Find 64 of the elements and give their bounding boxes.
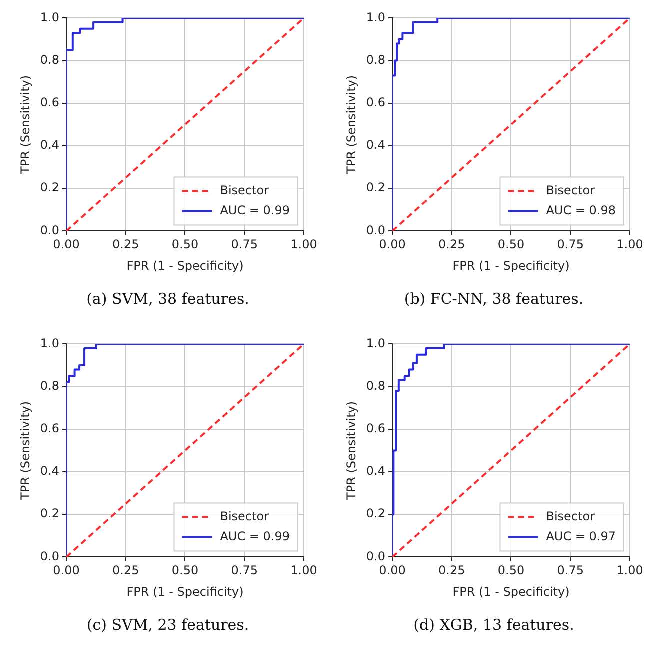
text: (c) SVM, 23 features. bbox=[86, 616, 250, 634]
legend-label: Bisector bbox=[546, 183, 595, 198]
y-tick-label: 0.4 bbox=[366, 464, 385, 478]
y-tick-label: 0.8 bbox=[40, 52, 59, 67]
y-tick-label: 0.0 bbox=[366, 549, 385, 564]
y-axis-title: TPR (Sensitivity) bbox=[18, 75, 32, 175]
y-tick-label: 0.6 bbox=[366, 422, 385, 436]
legend-label: AUC = 0.99 bbox=[220, 529, 290, 544]
y-tick-label: 0.0 bbox=[40, 223, 59, 238]
x-tick-label: 0.50 bbox=[171, 238, 198, 252]
legend-label: AUC = 0.98 bbox=[546, 203, 616, 218]
y-tick-label: 1.0 bbox=[40, 336, 59, 350]
x-tick-label: 0.25 bbox=[438, 238, 465, 252]
x-tick-label: 0.25 bbox=[438, 564, 465, 578]
y-tick-label: 0.2 bbox=[366, 180, 385, 195]
y-tick-label: 1.0 bbox=[366, 336, 385, 350]
x-axis-title: FPR (1 - Specificity) bbox=[452, 258, 570, 273]
y-tick-label: 0.8 bbox=[366, 52, 385, 67]
x-tick-label: 0.75 bbox=[556, 238, 584, 252]
x-axis-title: FPR (1 - Specificity) bbox=[452, 584, 570, 599]
legend-label: AUC = 0.99 bbox=[220, 203, 290, 218]
y-axis-title: TPR (Sensitivity) bbox=[18, 401, 32, 501]
x-tick-label: 0.25 bbox=[112, 238, 139, 252]
x-tick-label: 0.00 bbox=[52, 564, 80, 578]
legend-label: Bisector bbox=[546, 509, 595, 524]
x-axis-title: FPR (1 - Specificity) bbox=[126, 584, 244, 599]
y-tick-label: 0.6 bbox=[40, 422, 59, 436]
y-tick-label: 0.8 bbox=[366, 378, 385, 393]
x-tick-label: 1.00 bbox=[616, 564, 643, 578]
y-tick-label: 0.0 bbox=[40, 549, 59, 564]
y-tick-label: 0.4 bbox=[40, 138, 59, 152]
y-tick-label: 0.0 bbox=[366, 223, 385, 238]
x-tick-label: 0.50 bbox=[171, 564, 198, 578]
x-tick-label: 0.25 bbox=[112, 564, 139, 578]
x-tick-label: 0.75 bbox=[230, 564, 258, 578]
text: (b) FC-NN, 38 features. bbox=[404, 290, 584, 308]
x-tick-label: 0.00 bbox=[52, 238, 80, 252]
x-tick-label: 0.00 bbox=[378, 564, 406, 578]
text: (a) SVM, 38 features. bbox=[86, 290, 250, 308]
x-tick-label: 1.00 bbox=[290, 238, 317, 252]
legend-label: Bisector bbox=[220, 509, 269, 524]
y-axis-title: TPR (Sensitivity) bbox=[344, 75, 358, 175]
y-tick-label: 0.4 bbox=[366, 138, 385, 152]
x-axis-title: FPR (1 - Specificity) bbox=[126, 258, 244, 273]
text: (d) XGB, 13 features. bbox=[414, 616, 574, 634]
y-tick-label: 0.6 bbox=[366, 96, 385, 110]
y-tick-label: 0.8 bbox=[40, 378, 59, 393]
y-tick-label: 0.4 bbox=[40, 464, 59, 478]
legend-label: AUC = 0.97 bbox=[546, 529, 616, 544]
x-tick-label: 1.00 bbox=[290, 564, 317, 578]
y-tick-label: 1.0 bbox=[40, 10, 59, 24]
y-tick-label: 0.2 bbox=[366, 506, 385, 521]
y-tick-label: 0.6 bbox=[40, 96, 59, 110]
y-tick-label: 0.2 bbox=[40, 180, 59, 195]
legend-label: Bisector bbox=[220, 183, 269, 198]
x-tick-label: 0.50 bbox=[497, 238, 524, 252]
x-tick-label: 1.00 bbox=[616, 238, 643, 252]
x-tick-label: 0.75 bbox=[230, 238, 258, 252]
x-tick-label: 0.50 bbox=[497, 564, 524, 578]
y-axis-title: TPR (Sensitivity) bbox=[344, 401, 358, 501]
x-tick-label: 0.00 bbox=[378, 238, 406, 252]
x-tick-label: 0.75 bbox=[556, 564, 584, 578]
y-tick-label: 0.2 bbox=[40, 506, 59, 521]
y-tick-label: 1.0 bbox=[366, 10, 385, 24]
